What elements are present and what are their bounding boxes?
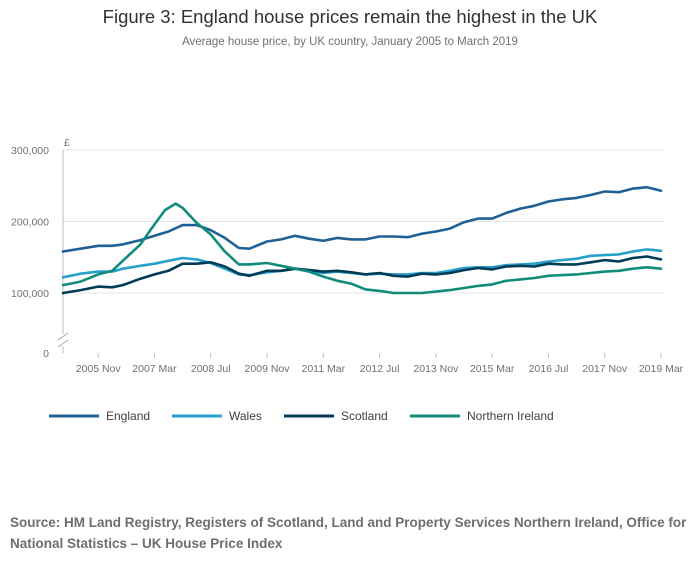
x-tick-label: 2007 Mar [132, 363, 177, 375]
x-tick-label: 2015 Mar [470, 363, 515, 375]
legend-label: Northern Ireland [467, 409, 554, 423]
series-line-england[interactable] [61, 185, 663, 253]
series-line-northern-ireland[interactable] [61, 202, 663, 295]
legend-item-scotland[interactable]: Scotland [284, 409, 388, 423]
series-line-scotland[interactable] [61, 255, 663, 295]
source-note: Source: HM Land Registry, Registers of S… [10, 515, 687, 551]
legend-label: Wales [229, 409, 262, 423]
legend-label: England [106, 409, 150, 423]
axis-break-marker [57, 332, 69, 348]
x-tick-label: 2008 Jul [191, 363, 231, 375]
x-tick-label: 2011 Mar [302, 363, 346, 375]
axes: 0 100,000 200,000 300,000 £2005 Nov 2007 Mar 2… [11, 137, 684, 375]
legend-label: Scotland [341, 409, 388, 423]
x-tick-label: 2017 Nov [582, 363, 628, 375]
legend-item-wales[interactable]: Wales [172, 409, 262, 423]
legend-item-northern-ireland[interactable]: Northern Ireland [410, 409, 554, 423]
x-tick-label: 2009 Nov [245, 363, 291, 375]
chart-title: Figure 3: England house prices remain th… [102, 6, 598, 27]
x-tick-label: 2016 Jul [529, 363, 569, 375]
series-lines [61, 185, 663, 295]
y-tick-label: 300,000 [11, 145, 49, 157]
y-tick-label: 100,000 [11, 288, 49, 300]
x-tick-label: 2012 Jul [360, 363, 400, 375]
gridlines [63, 149, 665, 294]
legend-item-england[interactable]: England [49, 409, 150, 423]
x-tick-label: 2019 Mar [639, 363, 684, 375]
x-tick-label: 2013 Nov [413, 363, 459, 375]
x-tick-label: 2005 Nov [76, 363, 122, 375]
chart-subtitle: Average house price, by UK country, Janu… [182, 36, 518, 48]
legend[interactable]: England Wales Scotland Northern Ireland [49, 409, 554, 423]
y-unit-label: £ [64, 137, 70, 149]
y-tick-label: 200,000 [11, 217, 49, 229]
y-tick-label: 0 [43, 348, 49, 360]
